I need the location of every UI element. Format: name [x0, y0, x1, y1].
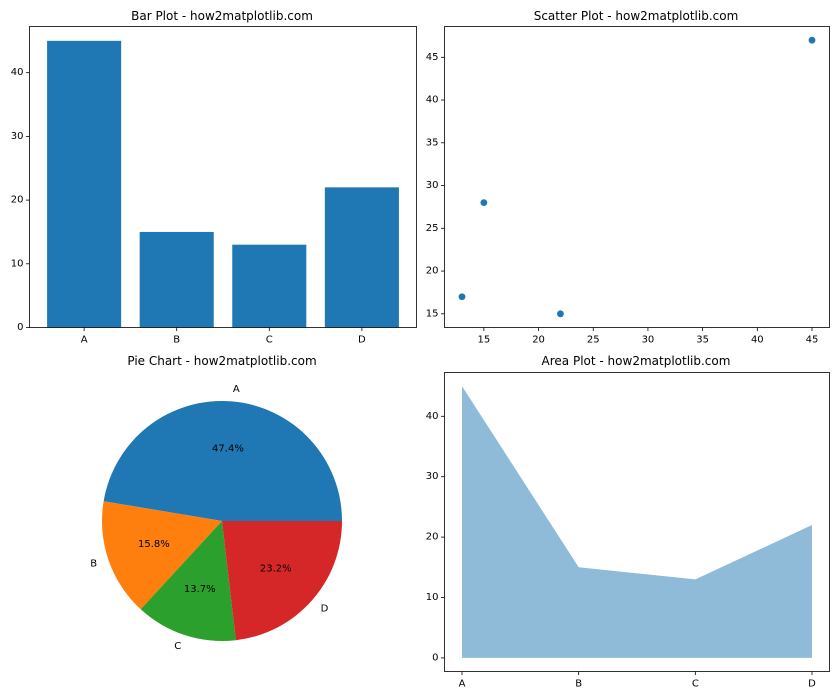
scatter-x-tick-label: 30 [642, 335, 655, 346]
bar-chart-frame [29, 26, 417, 328]
scatter-x-tick-label: 35 [696, 335, 709, 346]
pie-chart-marks: 47.4% A 15.8% B 13.7% C 23.2% D [90, 384, 342, 652]
bar-x-tick-label: A [81, 335, 88, 346]
area-y-tick-label: 20 [426, 532, 439, 543]
area-chart-frame [444, 372, 830, 672]
pie-percent-label: 13.7% [184, 584, 216, 595]
area-y-tick-label: 40 [426, 411, 439, 422]
bar-chart: Bar Plot - how2matplotlib.com A B C D 0 10 20 3… [11, 9, 417, 346]
scatter-y-tick-label: 25 [426, 223, 439, 234]
scatter-chart-title: Scatter Plot - how2matplotlib.com [534, 9, 739, 23]
scatter-x-tick-label: 15 [478, 335, 491, 346]
scatter-chart-frame [444, 26, 830, 328]
bar-chart-ticks: A B C D 0 10 20 30 40 [11, 67, 366, 345]
scatter-chart-marks [458, 36, 816, 318]
area-chart: Area Plot - how2matplotlib.com A B C D 0 10 20… [426, 354, 830, 690]
scatter-point [808, 36, 816, 44]
pie-category-label: D [321, 603, 329, 614]
bar-y-tick-label: 10 [11, 258, 24, 269]
pie-slice-A [103, 401, 342, 521]
scatter-x-tick-label: 40 [751, 335, 764, 346]
scatter-point [458, 293, 466, 301]
pie-category-label: A [233, 384, 240, 395]
bar-D [324, 187, 399, 328]
bar-chart-title: Bar Plot - how2matplotlib.com [131, 9, 313, 23]
bar-chart-marks [47, 40, 399, 328]
pie-percent-label: 15.8% [138, 539, 170, 550]
pie-slice-B [102, 501, 222, 610]
scatter-x-tick-label: 20 [532, 335, 545, 346]
pie-category-label: C [174, 641, 181, 652]
bar-y-tick-label: 30 [11, 131, 24, 142]
scatter-y-tick-label: 45 [426, 52, 439, 63]
area-x-tick-label: C [692, 679, 699, 690]
scatter-chart: Scatter Plot - how2matplotlib.com 15 20 25… [426, 9, 830, 346]
area-chart-ticks: A B C D 0 10 20 30 40 [426, 411, 816, 690]
scatter-point [480, 199, 488, 207]
area-y-tick-label: 0 [432, 652, 438, 663]
bar-B [139, 231, 214, 328]
scatter-x-tick-label: 25 [587, 335, 600, 346]
pie-chart: Pie Chart - how2matplotlib.com 47.4% A 15.… [90, 354, 342, 652]
scatter-y-tick-label: 40 [426, 95, 439, 106]
area-chart-title: Area Plot - how2matplotlib.com [542, 354, 731, 368]
bar-C [232, 244, 307, 328]
area-x-tick-label: B [575, 679, 582, 690]
pie-slice-C [140, 521, 236, 641]
scatter-y-tick-label: 35 [426, 137, 439, 148]
bar-y-tick-label: 20 [11, 195, 24, 206]
bar-x-tick-label: C [266, 335, 273, 346]
pie-percent-label: 47.4% [212, 444, 244, 455]
pie-chart-title: Pie Chart - how2matplotlib.com [127, 354, 316, 368]
scatter-chart-ticks: 15 20 25 30 35 40 45 15 20 25 30 35 40 45 [426, 52, 819, 346]
bar-x-tick-label: B [173, 335, 180, 346]
scatter-y-tick-label: 30 [426, 180, 439, 191]
scatter-point [557, 310, 564, 318]
area-y-tick-label: 10 [426, 592, 439, 603]
area-y-tick-label: 30 [426, 471, 439, 482]
area-x-tick-label: D [808, 679, 816, 690]
bar-y-tick-label: 0 [17, 322, 23, 333]
bar-A [47, 40, 122, 328]
scatter-x-tick-label: 45 [806, 335, 819, 346]
area-x-tick-label: A [459, 679, 466, 690]
scatter-y-tick-label: 20 [426, 266, 439, 277]
pie-slice-D [222, 521, 342, 641]
bar-x-tick-label: D [358, 335, 366, 346]
pie-percent-label: 23.2% [260, 563, 292, 574]
area-fill [462, 386, 812, 658]
scatter-y-tick-label: 15 [426, 308, 439, 319]
area-chart-marks [462, 386, 812, 658]
bar-y-tick-label: 40 [11, 67, 24, 78]
pie-category-label: B [90, 558, 97, 569]
